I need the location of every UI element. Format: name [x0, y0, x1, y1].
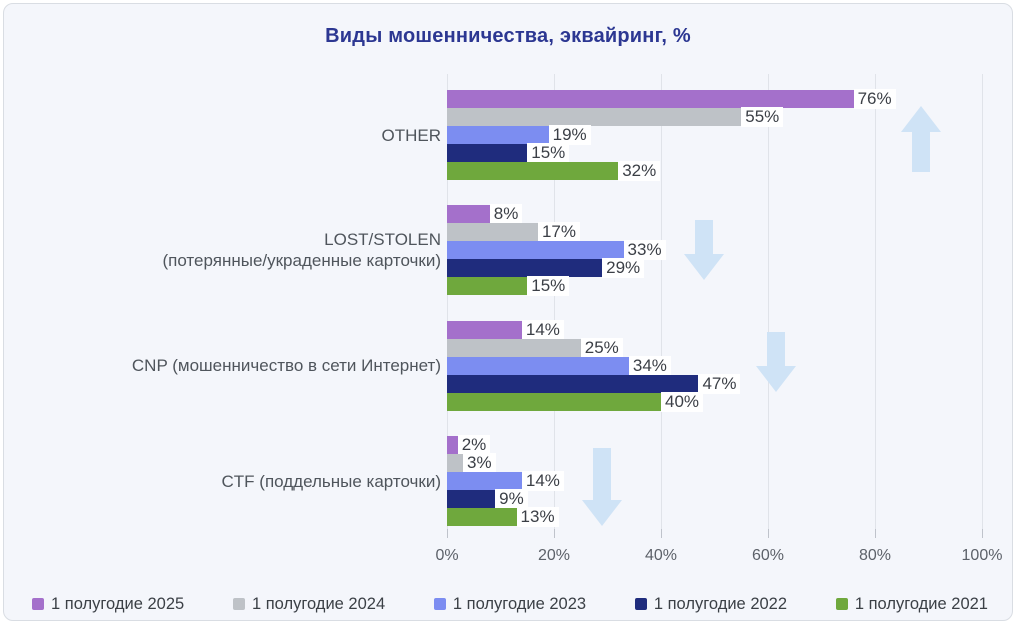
bar-value-label: 33%	[623, 240, 666, 260]
legend-swatch-icon	[835, 598, 848, 610]
axis-tick	[447, 529, 448, 538]
bar-1-полугодие-2025	[447, 90, 854, 108]
bar-value-label: 76%	[853, 89, 896, 109]
gridline	[875, 74, 876, 529]
bar-1-полугодие-2025	[447, 205, 490, 223]
category-label: CTF (поддельные карточки)	[221, 471, 441, 491]
bar-value-label: 32%	[618, 161, 661, 181]
bar-1-полугодие-2024	[447, 339, 581, 357]
gridline	[447, 74, 448, 529]
bar-1-полугодие-2022	[447, 259, 603, 277]
bar-value-label: 40%	[661, 392, 704, 412]
x-axis-tick-label: 80%	[858, 547, 892, 564]
bar-value-label: 8%	[489, 204, 523, 224]
bar-value-label: 15%	[527, 276, 570, 296]
bar-value-label: 13%	[516, 507, 559, 527]
bar-1-полугодие-2021	[447, 508, 517, 526]
gridline	[661, 74, 662, 529]
legend-item: 1 полугодие 2022	[634, 594, 788, 614]
legend-item: 1 полугодие 2021	[835, 594, 988, 614]
gridline	[554, 74, 555, 529]
legend-label: 1 полугодие 2022	[653, 594, 788, 613]
legend-swatch-icon	[634, 598, 647, 610]
legend-label: 1 полугодие 2021	[854, 594, 988, 613]
gridline	[768, 74, 769, 529]
bar-value-label: 9%	[495, 489, 528, 509]
bar-1-полугодие-2021	[447, 393, 661, 411]
bar-value-label: 29%	[602, 258, 645, 278]
bar-1-полугодие-2025	[447, 321, 522, 339]
chart-title: Виды мошенничества, эквайринг, %	[325, 25, 691, 47]
bar-value-label: 19%	[548, 125, 591, 145]
x-axis-tick-label: 0%	[435, 547, 459, 564]
bar-1-полугодие-2023	[447, 357, 629, 375]
legend-swatch-icon	[433, 598, 446, 610]
legend-label: 1 полугодие 2023	[452, 594, 587, 613]
bar-1-полугодие-2023	[447, 126, 549, 144]
bar-1-полугодие-2024	[447, 223, 538, 241]
axis-tick	[661, 529, 662, 538]
bar-value-label: 55%	[741, 107, 784, 127]
bar-1-полугодие-2022	[447, 375, 699, 393]
legend-item: 1 полугодие 2023	[433, 594, 587, 614]
legend-label: 1 полугодие 2024	[251, 594, 386, 613]
gridline	[982, 74, 983, 529]
bar-1-полугодие-2022	[447, 144, 528, 162]
legend-item: 1 полугодие 2024	[232, 594, 386, 614]
legend: 1 полугодие 2025 1 полугодие 2024 1 полуго…	[32, 592, 988, 616]
trend-arrow-up-icon	[901, 106, 941, 177]
bar-1-полугодие-2024	[447, 454, 464, 472]
legend-swatch-icon	[232, 598, 245, 610]
trend-arrow-down-icon	[756, 332, 796, 397]
axis-tick	[768, 529, 769, 538]
x-axis-tick-label: 20%	[537, 547, 571, 564]
legend-item: 1 полугодие 2025	[32, 595, 184, 614]
category-label: OTHER	[381, 125, 442, 145]
bar-value-label: 25%	[580, 338, 623, 358]
bar-1-полугодие-2023	[447, 241, 624, 259]
bar-value-label: 47%	[698, 374, 741, 394]
x-axis-tick-label: 40%	[644, 547, 678, 564]
category-label: LOST/STOLEN (потерянные/украденные карточ…	[162, 230, 441, 270]
legend-swatch-icon	[32, 598, 44, 610]
bar-value-label: 15%	[527, 143, 570, 163]
bar-value-label: 14%	[521, 320, 564, 340]
chart-card: Виды мошенничества, эквайринг, % 0% 20% 40…	[3, 3, 1013, 621]
plot-area: 0% 20% 40% 60% 80% 100% 76% 8% 14% 2% 55% 17% 25% 3% 1…	[4, 4, 1012, 620]
bar-value-label: 34%	[628, 356, 671, 376]
bar-value-label: 3%	[463, 453, 496, 473]
bar-value-label: 17%	[537, 222, 580, 242]
bar-value-label: 14%	[521, 471, 564, 491]
bar-1-полугодие-2025	[447, 436, 458, 454]
bar-value-label: 2%	[457, 435, 491, 455]
bar-1-полугодие-2023	[447, 472, 522, 490]
trend-arrow-down-icon	[582, 448, 622, 531]
axis-tick	[982, 529, 983, 538]
x-axis-tick-label: 60%	[751, 547, 785, 564]
category-label: CNP (мошенничество в сети Интернет)	[131, 356, 441, 375]
bar-1-полугодие-2022	[447, 490, 496, 508]
axis-tick	[875, 529, 876, 538]
bar-1-полугодие-2021	[447, 162, 619, 180]
bar-1-полугодие-2024	[447, 108, 742, 126]
axis-tick	[554, 529, 555, 538]
legend-label: 1 полугодие 2025	[51, 594, 185, 613]
bar-1-полугодие-2021	[447, 277, 528, 295]
trend-arrow-down-icon	[684, 220, 724, 285]
x-axis-tick-label: 100%	[961, 547, 1003, 564]
